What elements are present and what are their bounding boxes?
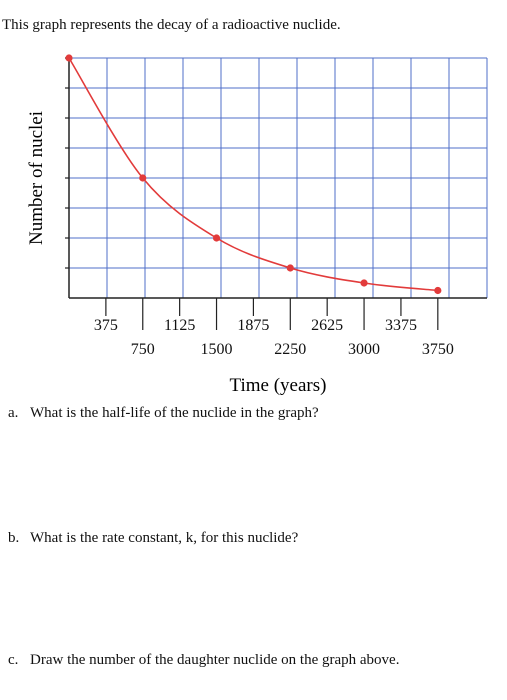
x-tick-label: 1125	[164, 317, 195, 334]
chart-axes	[65, 56, 487, 299]
x-tick-label: 3750	[422, 341, 454, 358]
data-points-layer	[65, 54, 442, 295]
decay-curve-line	[68, 57, 438, 292]
data-point	[212, 234, 221, 242]
x-axis-label: Time (years)	[230, 375, 327, 396]
intro-text: This graph represents the decay of a rad…	[2, 17, 341, 33]
data-point	[360, 279, 368, 287]
x-tick-label: 750	[131, 341, 155, 358]
x-tick-label: 2625	[311, 317, 343, 334]
x-tick-label: 375	[94, 317, 118, 334]
question-a: a. What is the half-life of the nuclide i…	[8, 405, 319, 422]
x-tick-label: 3375	[385, 317, 417, 334]
question-b-letter: b.	[8, 530, 20, 546]
question-a-letter: a.	[8, 405, 19, 421]
x-tick-label: 1875	[237, 317, 269, 334]
question-a-text: What is the half-life of the nuclide in …	[30, 405, 319, 421]
chart-grid	[69, 57, 488, 298]
data-point	[434, 286, 442, 295]
x-tick-labels-lower: 750 1500 2250 3000 3750	[131, 298, 454, 358]
question-c: c. Draw the number of the daughter nuclid…	[8, 652, 399, 669]
data-point	[65, 54, 73, 62]
question-c-text: Draw the number of the daughter nuclide …	[30, 652, 400, 668]
question-b: b. What is the rate constant, k, for this…	[8, 530, 298, 547]
decay-curve-layer	[68, 57, 438, 292]
y-axis-label: Number of nuclei	[26, 111, 47, 245]
x-tick-label: 2250	[274, 341, 306, 358]
x-tick-label: 3000	[348, 341, 380, 358]
decay-chart: 375 1125 1875 2625 3375 750 1500 2250 3000 3750 …	[26, 54, 488, 396]
x-tick-labels-upper: 375 1125 1875 2625 3375	[94, 298, 417, 334]
data-point	[286, 264, 294, 272]
data-point	[139, 174, 147, 182]
question-c-letter: c.	[8, 652, 19, 668]
x-tick-label: 1500	[201, 341, 233, 358]
question-b-text: What is the rate constant, k, for this n…	[30, 530, 299, 546]
